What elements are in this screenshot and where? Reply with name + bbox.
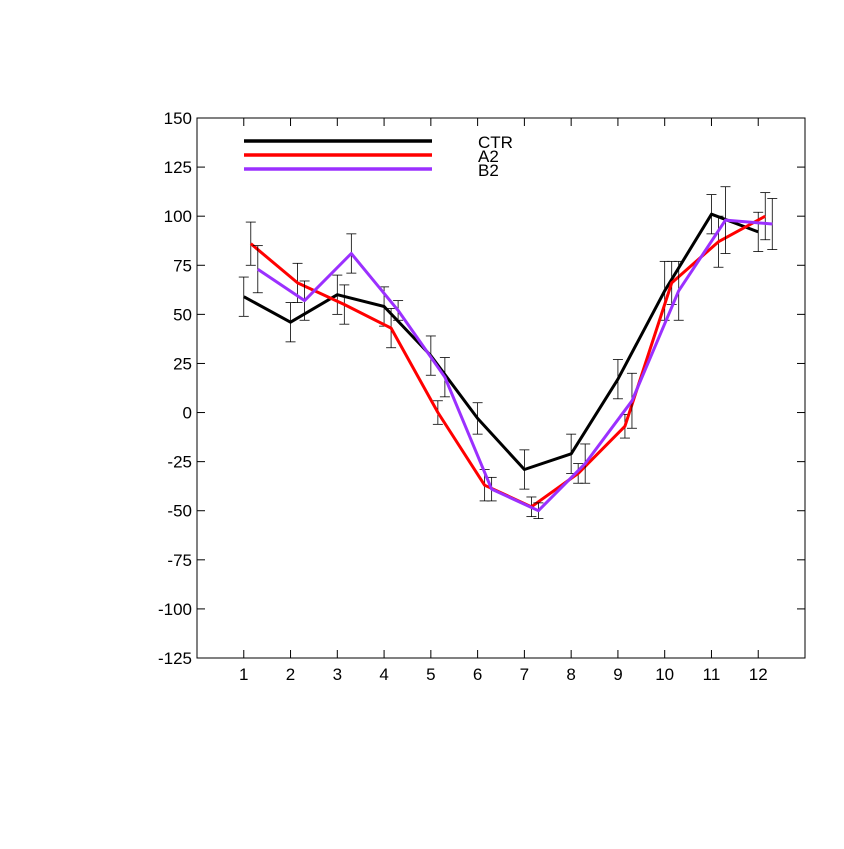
- x-tick-label: 4: [379, 665, 388, 684]
- y-tick-label: 100: [164, 207, 192, 226]
- y-tick-label: -125: [158, 649, 192, 668]
- error-bar: [760, 192, 771, 241]
- x-tick-label: 12: [749, 665, 768, 684]
- x-tick-label: 7: [520, 665, 529, 684]
- y-tick-label: 75: [173, 256, 192, 275]
- y-tick-label: -75: [167, 551, 192, 570]
- series-line-a2: [249, 214, 766, 509]
- y-tick-label: 125: [164, 158, 192, 177]
- y-tick-label: 25: [173, 354, 192, 373]
- y-tick-label: -50: [167, 502, 192, 521]
- series-line-b2: [256, 218, 773, 513]
- x-tick-label: 6: [473, 665, 482, 684]
- y-tick-label: 0: [183, 404, 192, 423]
- legend-item: CTR: [244, 133, 513, 152]
- error-bar: [238, 276, 249, 317]
- y-tick-label: 150: [164, 109, 192, 128]
- x-tick-label: 5: [426, 665, 435, 684]
- series-a2: [245, 192, 771, 518]
- x-tick-label: 9: [613, 665, 622, 684]
- x-tick-label: 2: [286, 665, 295, 684]
- x-tick-label: 10: [655, 665, 674, 684]
- error-bar: [245, 221, 256, 266]
- legend-label: B2: [478, 161, 499, 180]
- y-tick-label: -25: [167, 453, 192, 472]
- x-tick-label: 3: [333, 665, 342, 684]
- y-axis: -125 -100 -75 -50 -25 0 25 50 75 100 125 150: [158, 109, 805, 668]
- x-tick-label: 8: [566, 665, 575, 684]
- plot-frame: [196, 117, 806, 659]
- series-b2: [252, 186, 778, 519]
- series-layer: [238, 186, 778, 519]
- legend-item: A2: [244, 147, 499, 166]
- series-ctr: [238, 194, 764, 490]
- legend-label: CTR: [478, 133, 513, 152]
- y-tick-label: 50: [173, 305, 192, 324]
- legend-label: A2: [478, 147, 499, 166]
- x-tick-label: 1: [239, 665, 248, 684]
- legend-item: B2: [244, 161, 499, 180]
- series-line-ctr: [243, 212, 759, 471]
- x-tick-label: 11: [703, 665, 721, 684]
- x-axis: 1 2 3 4 5 6 7 8 9 10 11 12: [239, 118, 768, 684]
- y-tick-label: -100: [158, 600, 192, 619]
